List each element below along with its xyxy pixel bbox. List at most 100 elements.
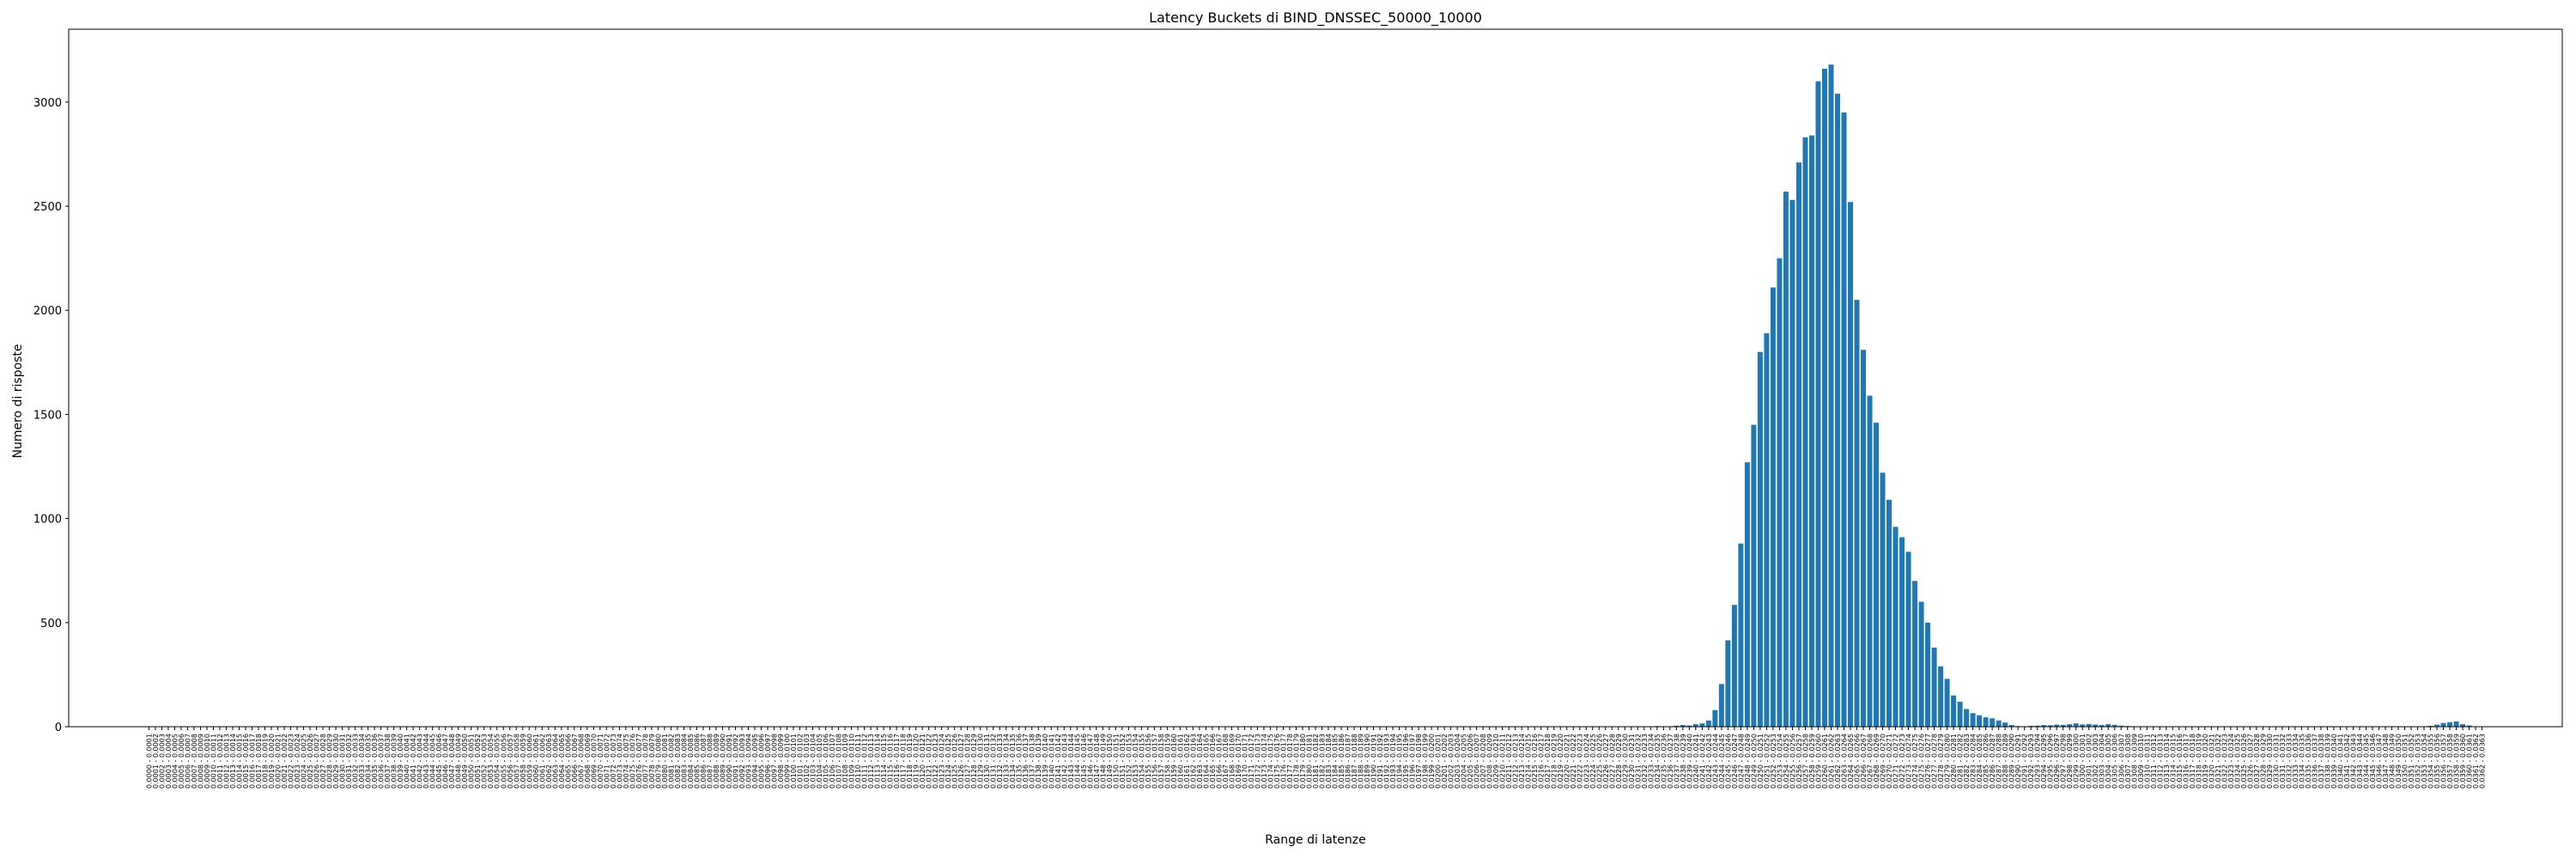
- x-tick-label: 0.0100 - 0.0101: [790, 734, 798, 789]
- x-tick-label: 0.0296 - 0.0297: [2053, 734, 2061, 789]
- x-tick-label: 0.0210 - 0.0211: [1499, 734, 1507, 789]
- x-tick-label: 0.0052 - 0.0053: [481, 734, 489, 789]
- bar: [1783, 192, 1789, 727]
- x-tick-label: 0.0362 - 0.0363: [2479, 734, 2487, 789]
- x-tick-label: 0.0009 - 0.0010: [204, 734, 211, 789]
- x-tick-label: 0.0108 - 0.0109: [841, 734, 849, 789]
- x-tick-label: 0.0011 - 0.0012: [216, 734, 224, 789]
- x-tick-label: 0.0193 - 0.0194: [1389, 734, 1397, 789]
- x-tick-label: 0.0061 - 0.0062: [538, 734, 546, 789]
- bar: [1990, 718, 1996, 727]
- bar: [2002, 722, 2008, 727]
- x-tick-label: 0.0343 - 0.0344: [2356, 734, 2364, 789]
- x-tick-label: 0.0064 - 0.0065: [558, 734, 566, 789]
- x-tick-label: 0.0012 - 0.0013: [222, 734, 230, 789]
- x-tick-label: 0.0081 - 0.0082: [667, 734, 675, 789]
- x-tick-label: 0.0356 - 0.0357: [2440, 734, 2448, 789]
- x-tick-label: 0.0206 - 0.0207: [1473, 734, 1481, 789]
- bar: [1680, 725, 1686, 727]
- x-tick-label: 0.0288 - 0.0289: [2002, 734, 2009, 789]
- x-tick-label: 0.0071 - 0.0072: [603, 734, 611, 789]
- x-tick-label: 0.0294 - 0.0295: [2040, 734, 2048, 789]
- x-tick-label: 0.0274 - 0.0275: [1911, 734, 1919, 789]
- x-tick-label: 0.0297 - 0.0298: [2060, 734, 2068, 789]
- x-tick-label: 0.0150 - 0.0151: [1112, 734, 1120, 789]
- x-tick-label: 0.0202 - 0.0203: [1448, 734, 1455, 789]
- x-tick-label: 0.0167 - 0.0168: [1222, 734, 1230, 789]
- x-tick-label: 0.0313 - 0.0314: [2163, 734, 2171, 789]
- x-tick-label: 0.0242 - 0.0243: [1705, 734, 1713, 789]
- bar: [1970, 713, 1976, 727]
- x-tick-label: 0.0182 - 0.0183: [1319, 734, 1327, 789]
- x-tick-label: 0.0290 - 0.0291: [2014, 734, 2022, 789]
- x-tick-label: 0.0030 - 0.0031: [339, 734, 347, 789]
- x-tick-label: 0.0072 - 0.0073: [610, 734, 617, 789]
- x-tick-label: 0.0248 - 0.0249: [1744, 734, 1752, 789]
- x-tick-label: 0.0264 - 0.0265: [1847, 734, 1855, 789]
- x-tick-label: 0.0307 - 0.0308: [2124, 734, 2132, 789]
- bar: [1738, 543, 1744, 727]
- x-tick-label: 0.0282 - 0.0283: [1963, 734, 1971, 789]
- x-tick-label: 0.0355 - 0.0356: [2433, 734, 2441, 789]
- plot-frame: [68, 28, 2563, 728]
- bar: [2047, 725, 2053, 727]
- x-tick-label: 0.0186 - 0.0187: [1345, 734, 1352, 789]
- x-tick-label: 0.0337 - 0.0338: [2318, 734, 2325, 789]
- x-tick-label: 0.0350 - 0.0351: [2402, 734, 2409, 789]
- x-tick-label: 0.0076 - 0.0077: [635, 734, 643, 789]
- x-tick-label: 0.0143 - 0.0144: [1067, 734, 1075, 789]
- x-tick-label: 0.0114 - 0.0115: [880, 734, 888, 789]
- x-tick-label: 0.0060 - 0.0061: [532, 734, 540, 789]
- x-tick-label: 0.0244 - 0.0245: [1718, 734, 1726, 789]
- x-tick-label: 0.0066 - 0.0067: [571, 734, 579, 789]
- x-tick-label: 0.0270 - 0.0271: [1886, 734, 1893, 789]
- bar: [1712, 710, 1718, 727]
- x-tick-label: 0.0336 - 0.0337: [2311, 734, 2318, 789]
- bar: [1674, 725, 1680, 727]
- x-tick-label: 0.0168 - 0.0169: [1228, 734, 1236, 789]
- x-tick-label: 0.0022 - 0.0023: [288, 734, 295, 789]
- x-tick-label: 0.0243 - 0.0244: [1711, 734, 1719, 789]
- bar: [1931, 647, 1937, 727]
- bar: [1725, 640, 1731, 727]
- x-tick-label: 0.0287 - 0.0288: [1996, 734, 2003, 789]
- x-tick-label: 0.0311 - 0.0312: [2150, 734, 2158, 789]
- bar: [1692, 724, 1698, 727]
- x-tick-label: 0.0049 - 0.0050: [461, 734, 469, 789]
- x-tick-label: 0.0314 - 0.0315: [2169, 734, 2177, 789]
- x-tick-label: 0.0212 - 0.0213: [1512, 734, 1520, 789]
- x-tick-label: 0.0232 - 0.0233: [1641, 734, 1649, 789]
- x-tick-label: 0.0279 - 0.0280: [1944, 734, 1952, 789]
- x-tick-label: 0.0201 - 0.0202: [1441, 734, 1449, 789]
- bar: [2460, 724, 2466, 727]
- x-tick-label: 0.0256 - 0.0257: [1795, 734, 1803, 789]
- x-tick-label: 0.0255 - 0.0256: [1789, 734, 1796, 789]
- x-tick-label: 0.0125 - 0.0126: [951, 734, 959, 789]
- x-tick-label: 0.0141 - 0.0142: [1054, 734, 1062, 789]
- x-tick-label: 0.0306 - 0.0307: [2117, 734, 2125, 789]
- x-tick-label: 0.0324 - 0.0325: [2233, 734, 2241, 789]
- x-tick-label: 0.0228 - 0.0229: [1615, 734, 1623, 789]
- y-tick-label: 2000: [33, 305, 62, 318]
- x-tick-label: 0.0174 - 0.0175: [1267, 734, 1274, 789]
- bar: [1847, 202, 1853, 727]
- x-tick-label: 0.0226 - 0.0227: [1602, 734, 1610, 789]
- x-tick-label: 0.0171 - 0.0172: [1248, 734, 1255, 789]
- x-tick-label: 0.0335 - 0.0336: [2305, 734, 2312, 789]
- x-tick-label: 0.0033 - 0.0034: [358, 734, 366, 789]
- x-tick-label: 0.0120 - 0.0121: [919, 734, 927, 789]
- x-tick-label: 0.0257 - 0.0258: [1801, 734, 1809, 789]
- x-tick-label: 0.0249 - 0.0250: [1750, 734, 1758, 789]
- x-tick-label: 0.0333 - 0.0334: [2292, 734, 2300, 789]
- x-tick-label: 0.0013 - 0.0014: [229, 734, 237, 789]
- bar: [1718, 684, 1724, 727]
- bar: [2111, 724, 2117, 727]
- x-tick-label: 0.0339 - 0.0340: [2330, 734, 2338, 789]
- x-tick-label: 0.0083 - 0.0084: [680, 734, 688, 789]
- x-tick-label: 0.0097 - 0.0098: [771, 734, 779, 789]
- x-tick-label: 0.0051 - 0.0052: [474, 734, 482, 789]
- x-tick-label: 0.0208 - 0.0209: [1486, 734, 1494, 789]
- x-tick-label: 0.0117 - 0.0118: [900, 734, 908, 789]
- x-tick-label: 0.0046 - 0.0047: [442, 734, 450, 789]
